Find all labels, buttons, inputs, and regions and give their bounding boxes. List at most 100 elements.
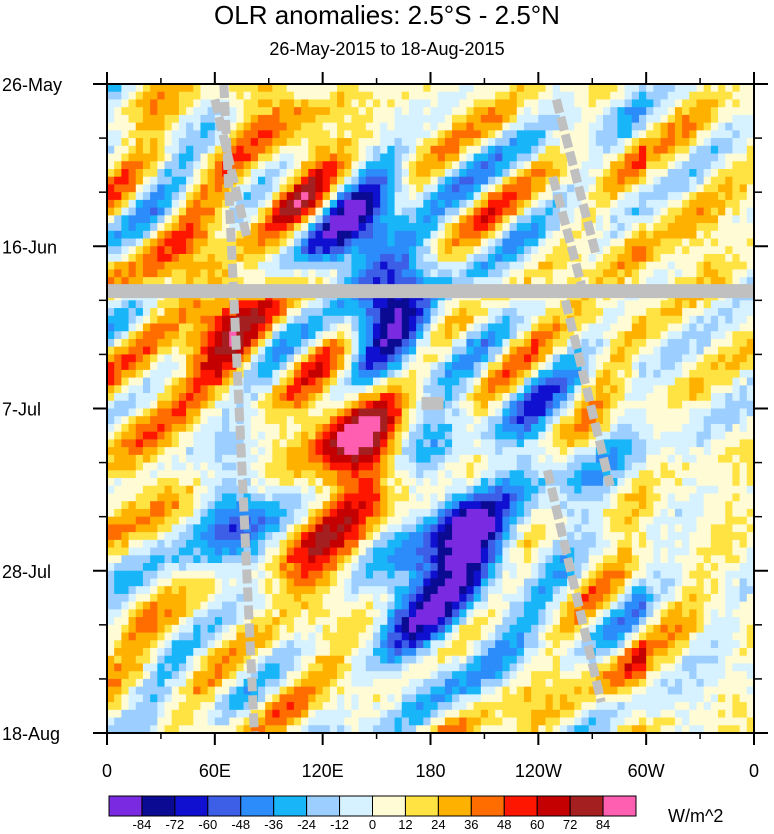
heat-cell bbox=[581, 501, 590, 510]
heat-cell bbox=[459, 470, 468, 479]
heat-cell bbox=[372, 300, 381, 309]
heat-cell bbox=[301, 184, 309, 193]
heat-cell bbox=[164, 215, 173, 224]
heat-cell bbox=[653, 308, 662, 317]
heat-cell bbox=[603, 230, 611, 240]
heat-cell bbox=[157, 416, 166, 425]
heat-cell bbox=[380, 207, 388, 216]
heat-cell bbox=[689, 91, 698, 101]
heat-cell bbox=[372, 107, 381, 116]
heat-cell bbox=[495, 122, 503, 131]
heat-cell bbox=[509, 130, 518, 139]
heat-cell bbox=[653, 331, 662, 340]
heat-cell bbox=[171, 331, 180, 340]
heat-cell bbox=[178, 84, 187, 93]
heat-cell bbox=[502, 354, 511, 363]
heat-cell bbox=[588, 478, 597, 487]
heat-cell bbox=[696, 161, 705, 170]
heat-cell bbox=[746, 323, 754, 332]
heat-cell bbox=[358, 176, 367, 186]
heat-cell bbox=[178, 277, 187, 286]
heat-cell bbox=[444, 130, 453, 139]
heat-cell bbox=[121, 246, 130, 255]
heat-cell bbox=[207, 385, 216, 394]
heat-cell bbox=[279, 369, 288, 379]
heat-cell bbox=[107, 300, 115, 309]
heat-cell bbox=[337, 215, 345, 224]
heat-cell bbox=[408, 485, 417, 495]
heat-cell bbox=[531, 269, 539, 278]
heat-cell bbox=[243, 346, 252, 356]
heat-cell bbox=[337, 130, 345, 139]
heat-cell bbox=[293, 416, 302, 425]
heat-cell bbox=[739, 423, 748, 433]
heat-cell bbox=[200, 223, 209, 232]
heat-cell bbox=[394, 192, 403, 201]
heat-cell bbox=[567, 130, 575, 139]
heat-cell bbox=[265, 176, 273, 186]
heat-cell bbox=[473, 114, 482, 124]
heat-cell bbox=[171, 447, 180, 456]
heat-cell bbox=[523, 385, 532, 394]
heat-cell bbox=[222, 423, 230, 433]
heat-cell bbox=[401, 501, 410, 510]
heat-cell bbox=[178, 161, 187, 170]
heat-cell bbox=[638, 184, 647, 193]
heat-cell bbox=[257, 114, 266, 124]
heat-cell bbox=[279, 145, 288, 155]
heat-cell bbox=[617, 269, 626, 278]
heat-cell bbox=[114, 423, 122, 433]
heat-cell bbox=[423, 91, 432, 101]
heat-cell bbox=[135, 253, 144, 263]
heat-cell bbox=[646, 192, 654, 201]
heat-cell bbox=[603, 261, 611, 271]
heat-cell bbox=[538, 493, 547, 502]
heat-cell bbox=[157, 369, 166, 379]
heat-cell bbox=[552, 269, 561, 278]
heat-cell bbox=[739, 161, 748, 170]
heat-cell bbox=[638, 408, 647, 417]
heat-cell bbox=[365, 470, 374, 479]
heat-cell bbox=[142, 215, 151, 224]
heat-cell bbox=[401, 153, 410, 162]
heat-cell bbox=[480, 168, 489, 178]
heat-cell bbox=[387, 393, 396, 402]
heat-cell bbox=[466, 99, 475, 108]
heat-cell bbox=[660, 323, 669, 332]
heat-cell bbox=[322, 377, 331, 386]
heat-cell bbox=[516, 122, 525, 131]
heat-cell bbox=[531, 478, 539, 487]
heat-cell bbox=[243, 253, 252, 263]
heat-cell bbox=[250, 369, 259, 379]
heat-cell bbox=[617, 184, 626, 193]
heat-cell bbox=[243, 130, 252, 139]
heat-cell bbox=[164, 408, 173, 417]
heat-cell bbox=[674, 91, 683, 101]
heat-cell bbox=[365, 408, 374, 417]
heat-cell bbox=[696, 493, 705, 502]
heat-cell bbox=[265, 369, 273, 379]
heat-cell bbox=[193, 199, 202, 209]
heat-cell bbox=[531, 215, 539, 224]
heat-cell bbox=[459, 168, 468, 178]
heat-cell bbox=[365, 338, 374, 348]
heat-cell bbox=[387, 253, 396, 263]
heat-cell bbox=[372, 207, 381, 216]
heat-cell bbox=[351, 501, 360, 510]
heat-cell bbox=[638, 130, 647, 139]
heat-cell bbox=[337, 470, 345, 479]
heat-cell bbox=[344, 261, 353, 271]
heat-cell bbox=[538, 269, 547, 278]
heat-cell bbox=[444, 107, 453, 116]
heat-cell bbox=[408, 261, 417, 271]
heat-cell bbox=[718, 377, 726, 386]
heat-cell bbox=[193, 493, 202, 502]
heat-cell bbox=[243, 199, 252, 209]
heat-cell bbox=[236, 454, 245, 464]
heat-cell bbox=[674, 400, 683, 410]
heat-cell bbox=[552, 161, 561, 170]
heat-cell bbox=[322, 485, 331, 495]
heat-cell bbox=[344, 385, 353, 394]
heat-cell bbox=[567, 462, 575, 471]
heat-cell bbox=[473, 400, 482, 410]
